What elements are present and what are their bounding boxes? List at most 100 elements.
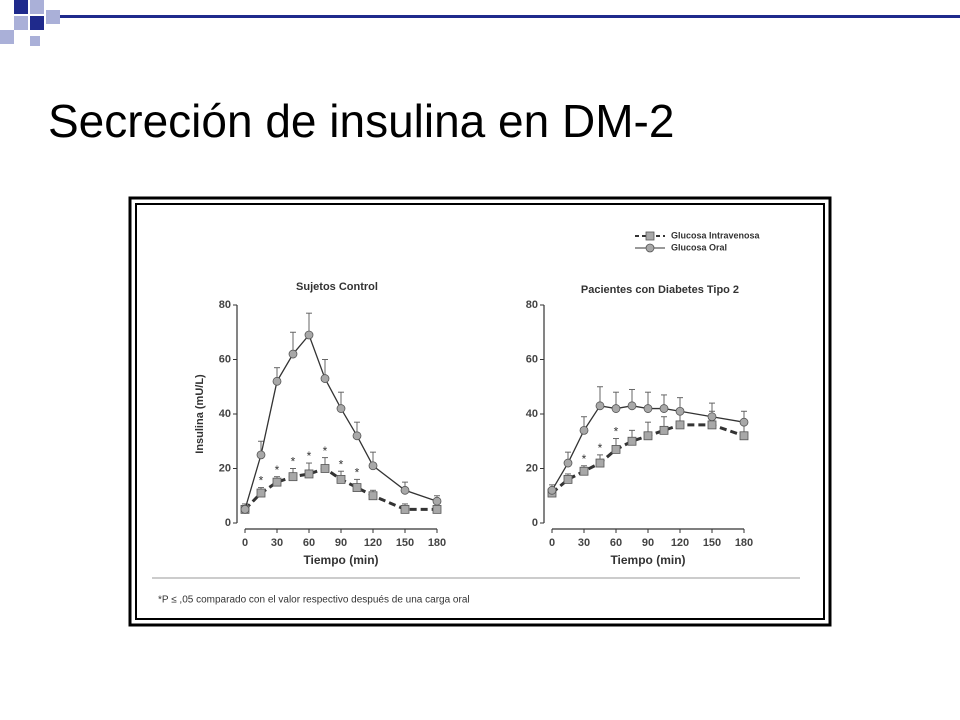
figure-frame-inner bbox=[135, 203, 825, 620]
annotation: * bbox=[307, 449, 312, 463]
series-line bbox=[551, 423, 745, 495]
annotation: * bbox=[614, 425, 619, 439]
marker bbox=[611, 445, 621, 454]
annotation: * bbox=[339, 457, 344, 471]
marker bbox=[272, 376, 282, 386]
y-axis-label: Insulina (mU/L) bbox=[194, 374, 206, 454]
deco-square bbox=[14, 16, 28, 30]
marker bbox=[643, 431, 653, 441]
marker bbox=[336, 474, 346, 484]
y-tick-label: 20 bbox=[526, 462, 538, 474]
annotation: * bbox=[598, 441, 603, 455]
deco-square bbox=[14, 0, 28, 14]
y-tick-label: 80 bbox=[219, 299, 231, 311]
marker bbox=[675, 420, 685, 430]
top-rule bbox=[60, 15, 960, 18]
x-tick-label: 150 bbox=[396, 537, 414, 549]
x-axis-label: Tiempo (min) bbox=[303, 553, 378, 567]
deco-square bbox=[46, 10, 60, 24]
marker bbox=[400, 485, 410, 495]
y-tick-label: 0 bbox=[225, 517, 231, 529]
marker bbox=[579, 466, 589, 476]
y-tick-label: 0 bbox=[532, 517, 538, 529]
x-tick-label: 0 bbox=[242, 537, 248, 549]
marker bbox=[240, 504, 250, 514]
marker bbox=[432, 504, 442, 514]
marker bbox=[707, 420, 717, 430]
legend-label: Glucosa Intravenosa bbox=[671, 230, 761, 240]
marker bbox=[739, 417, 749, 427]
x-tick-label: 90 bbox=[642, 537, 654, 549]
marker bbox=[547, 485, 557, 495]
deco-square bbox=[30, 16, 44, 30]
x-tick-label: 30 bbox=[271, 537, 283, 549]
x-axis-label: Tiempo (min) bbox=[610, 553, 685, 567]
x-tick-label: 180 bbox=[735, 537, 753, 549]
marker bbox=[707, 412, 717, 422]
annotation: * bbox=[355, 466, 360, 480]
marker bbox=[320, 374, 330, 383]
marker bbox=[256, 488, 266, 498]
marker bbox=[595, 401, 605, 411]
marker bbox=[432, 496, 442, 506]
deco-square bbox=[30, 0, 44, 14]
y-tick-label: 20 bbox=[219, 462, 231, 474]
x-tick-label: 60 bbox=[610, 537, 622, 549]
marker bbox=[288, 349, 298, 359]
marker bbox=[643, 404, 653, 413]
x-tick-label: 90 bbox=[335, 537, 347, 549]
marker bbox=[256, 450, 266, 460]
x-tick-label: 150 bbox=[703, 537, 721, 549]
marker bbox=[627, 436, 637, 446]
marker bbox=[400, 504, 410, 514]
y-tick-label: 60 bbox=[526, 353, 538, 365]
marker bbox=[352, 431, 362, 441]
x-tick-label: 30 bbox=[578, 537, 590, 549]
footnote: *P ≤ ,05 comparado con el valor respecti… bbox=[158, 595, 470, 606]
figure-frame bbox=[128, 196, 832, 627]
y-tick-label: 80 bbox=[526, 299, 538, 311]
legend-marker bbox=[645, 231, 655, 241]
marker bbox=[368, 461, 378, 471]
marker bbox=[659, 425, 669, 435]
x-tick-label: 0 bbox=[549, 537, 555, 549]
y-tick-label: 40 bbox=[219, 408, 231, 420]
marker bbox=[368, 491, 378, 501]
marker bbox=[288, 472, 298, 482]
annotation: * bbox=[582, 452, 587, 466]
annotation: * bbox=[291, 455, 296, 469]
marker bbox=[336, 404, 346, 413]
deco-square bbox=[0, 30, 14, 44]
marker bbox=[304, 330, 314, 340]
marker bbox=[579, 425, 589, 435]
marker bbox=[595, 458, 605, 468]
marker bbox=[352, 483, 362, 492]
chart-title: Sujetos Control bbox=[296, 281, 378, 293]
annotation: * bbox=[259, 474, 264, 488]
marker bbox=[659, 404, 669, 413]
x-tick-label: 120 bbox=[671, 537, 689, 549]
deco-square bbox=[30, 36, 40, 46]
x-tick-label: 180 bbox=[428, 537, 446, 549]
marker bbox=[320, 464, 330, 473]
marker bbox=[675, 406, 685, 416]
marker bbox=[563, 458, 573, 468]
marker bbox=[627, 401, 637, 411]
marker bbox=[272, 477, 282, 487]
annotation: * bbox=[275, 463, 280, 477]
y-tick-label: 40 bbox=[526, 408, 538, 420]
x-tick-label: 60 bbox=[303, 537, 315, 549]
chart-title: Pacientes con Diabetes Tipo 2 bbox=[581, 284, 739, 296]
slide-title: Secreción de insulina en DM-2 bbox=[48, 95, 674, 147]
y-tick-label: 60 bbox=[219, 353, 231, 365]
marker bbox=[739, 431, 749, 441]
decoration bbox=[0, 0, 960, 46]
legend-marker bbox=[645, 243, 655, 253]
marker bbox=[563, 474, 573, 484]
marker bbox=[304, 469, 314, 479]
x-tick-label: 120 bbox=[364, 537, 382, 549]
marker bbox=[611, 404, 621, 413]
annotation: * bbox=[323, 444, 328, 458]
legend-label: Glucosa Oral bbox=[671, 242, 727, 252]
